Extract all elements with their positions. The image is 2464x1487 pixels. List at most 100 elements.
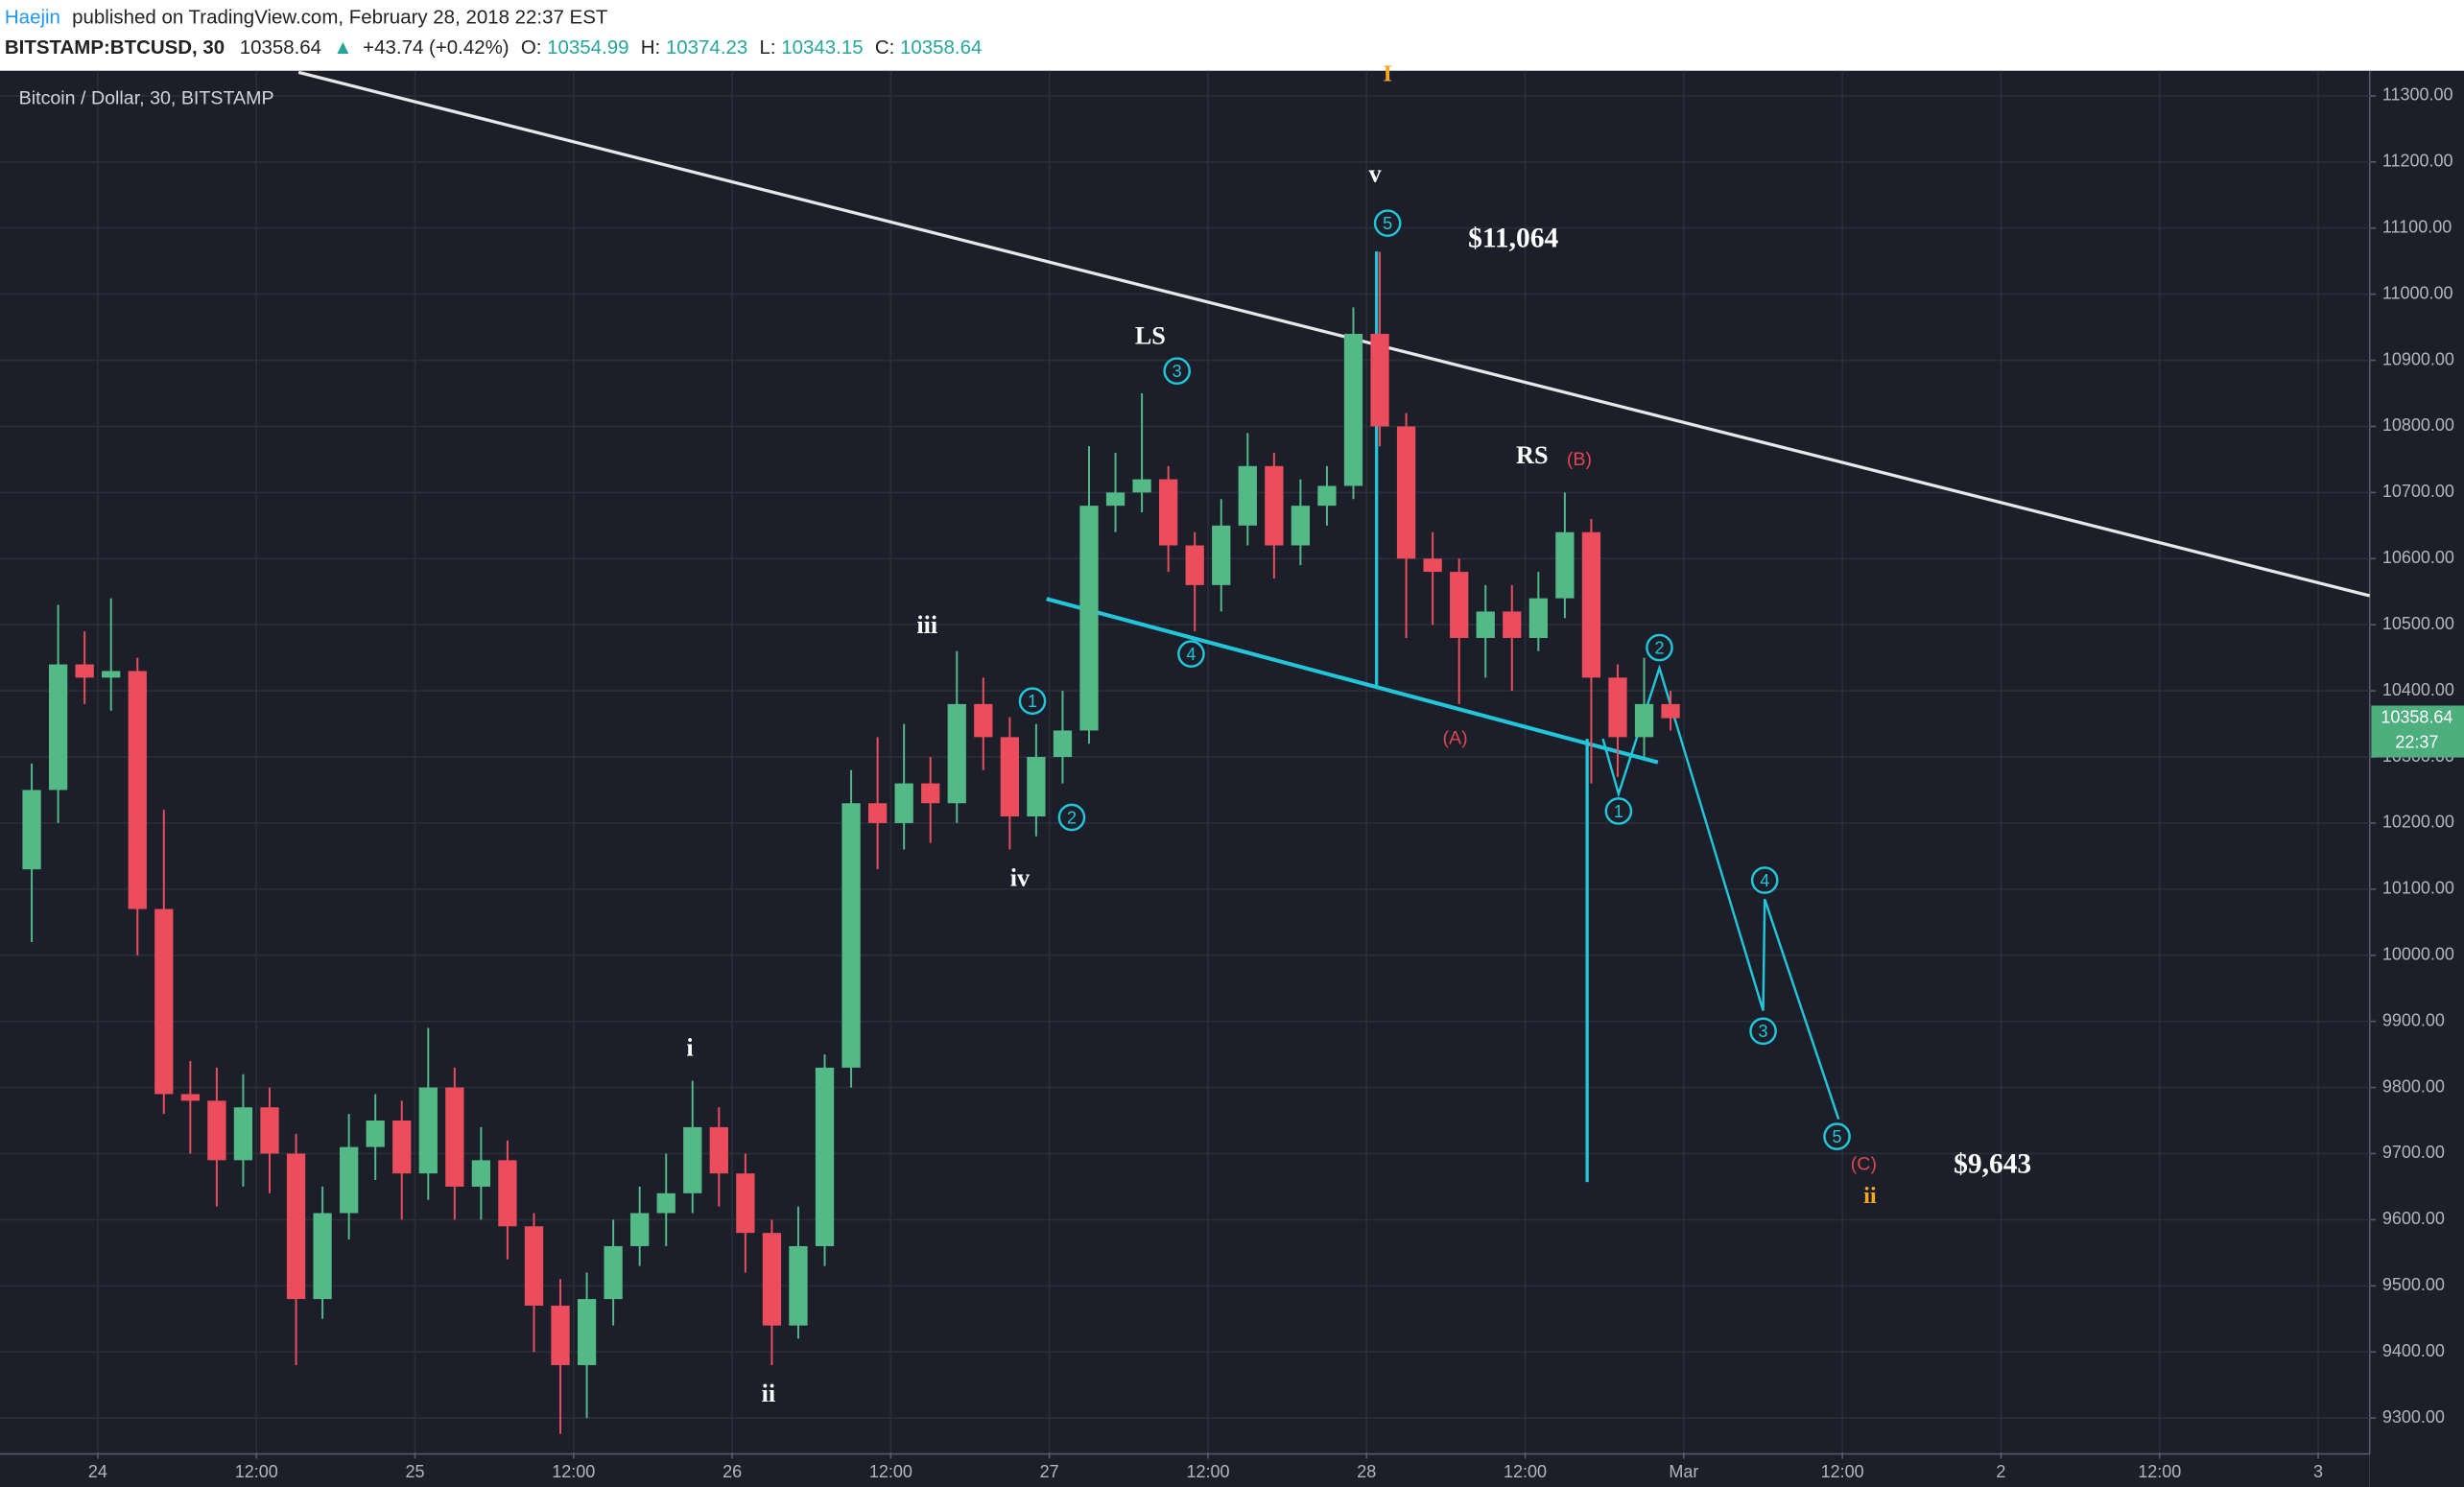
candle-body [841,803,861,1068]
wave-circle [1373,209,1402,238]
candle-body [339,1146,359,1214]
last-time-label: 22:37 [2395,733,2438,752]
y-tick-label: 11200.00 [2382,152,2453,171]
wave-label: I [1383,60,1392,86]
candle-body [815,1067,835,1246]
last-price-label: 10358.64 [2381,707,2452,726]
l-label: L: [760,36,776,59]
wave-number: 5 [1383,214,1392,233]
candle-body [1608,677,1627,738]
candle-body [630,1213,650,1246]
candle-body [1132,479,1151,493]
candle-body [1476,611,1495,638]
wave-number: 3 [1173,362,1182,381]
candle-body [102,671,121,678]
wave-label: i [686,1034,693,1062]
candle-body [656,1192,675,1214]
candle-body [1185,545,1204,585]
arrow: ▲ [333,36,352,59]
x-tick-label: 12:00 [869,1462,912,1481]
x-tick-label: 12:00 [2138,1462,2181,1481]
candle-body [233,1107,253,1161]
wave-circle [1163,357,1192,386]
candle-body [1265,465,1284,546]
y-tick-label: 10000.00 [2382,944,2454,963]
published: published on TradingView.com, February 2… [72,7,608,29]
last-price-box [2371,705,2464,758]
o-value: 10354.99 [547,36,628,59]
candle-body [313,1213,332,1300]
price-target: $9,643 [1954,1149,2031,1180]
x-tick-label: 25 [406,1462,425,1481]
price-axis [2369,70,2464,1487]
candle-body [1581,531,1601,678]
y-tick-label: 10500.00 [2382,614,2454,633]
wave-label: v [1368,160,1382,188]
wave-label: ii [762,1380,776,1407]
x-tick-label: 12:00 [1504,1462,1547,1481]
y-tick-label: 9700.00 [2382,1143,2445,1162]
time-axis [0,1453,2370,1487]
candle-body [471,1160,491,1187]
plot-area [0,70,2370,1454]
candle-body [1238,465,1257,526]
candle-body [762,1233,782,1326]
wave-label: (A) [1442,727,1467,748]
candle-body [498,1160,517,1227]
y-tick-label: 10900.00 [2382,349,2454,368]
wave-circle [1057,803,1086,832]
wave-number: 3 [1759,1022,1768,1041]
candle-body [1528,598,1548,638]
change: +43.74 (+0.42%) [363,36,509,59]
candle-body [22,790,41,870]
candle-body [1291,506,1311,546]
candle-body [1105,492,1125,507]
candle-body [1053,730,1073,758]
candle-body [974,703,993,738]
projection-path [1601,664,1840,1120]
candle-body [1396,426,1416,559]
price-target: $11,064 [1468,223,1558,253]
candle-body [128,671,147,909]
y-tick-label: 10800.00 [2382,415,2454,435]
candle-body [75,664,94,678]
candle-body [180,1094,200,1101]
candle-body [48,664,68,791]
candle-body [366,1121,385,1147]
header-line-1: Haejin published on TradingView.com, Feb… [5,7,608,29]
candle-body [683,1126,702,1193]
y-tick-label: 11000.00 [2382,283,2453,302]
x-tick-label: 12:00 [1186,1462,1229,1481]
wave-label: (B) [1567,449,1592,470]
candle-body [418,1087,438,1174]
x-tick-label: 12:00 [235,1462,278,1481]
candle-body [1370,333,1389,427]
candle-body [1503,611,1522,638]
wave-number: 2 [1654,638,1664,657]
c-label: C: [875,36,894,59]
candle-body [1000,737,1019,817]
candle-body [894,783,913,823]
h-value: 10374.23 [666,36,747,59]
y-tick-label: 10400.00 [2382,680,2454,699]
y-tick-label: 9600.00 [2382,1209,2445,1228]
candle-body [604,1245,623,1300]
wave-number: 4 [1186,645,1196,664]
candle-body [1343,333,1363,486]
candle-body [789,1245,808,1326]
candle-body [392,1121,412,1174]
y-tick-label: 11300.00 [2382,85,2453,105]
c-value: 10358.64 [900,36,982,59]
wave-circle [1646,633,1673,662]
wave-circle [1750,866,1779,894]
wave-number: 4 [1760,871,1769,890]
candle-body [1159,479,1178,546]
candle-body [1212,525,1231,585]
y-tick-label: 9500.00 [2382,1275,2445,1294]
last: 10358.64 [240,36,321,59]
wave-label: RS [1516,441,1548,469]
x-tick-label: 24 [88,1462,107,1481]
author[interactable]: Haejin [5,7,60,29]
candle-body [154,909,174,1095]
x-tick-label: 12:00 [552,1462,595,1481]
